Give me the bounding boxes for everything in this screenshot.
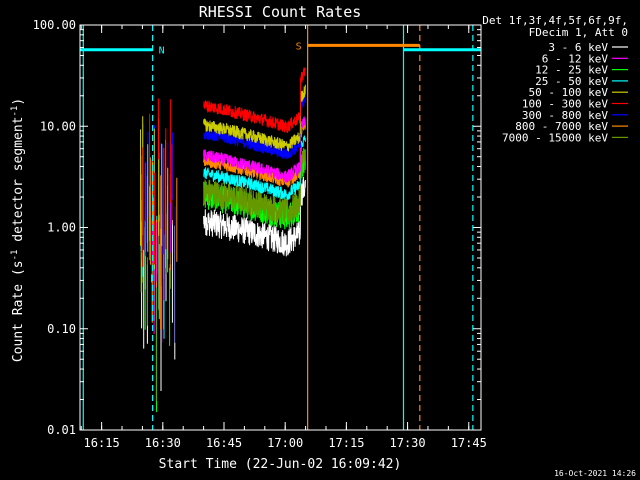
y-tick-label: 100.00 <box>33 18 76 32</box>
axes: 100.00 10.00 1.00 0.10 0.01 16:15 16:30 16:45 17… <box>33 18 487 450</box>
legend-entry-label: 6 - 12 keV <box>542 52 609 65</box>
legend-header-line: FDecim 1, Att 0 <box>529 26 628 39</box>
legend-entry-label: 300 - 800 keV <box>522 109 608 122</box>
series-line-0 <box>203 176 306 257</box>
annotation-label-1: S <box>296 41 302 52</box>
legend-entry-label: 800 - 7000 keV <box>515 120 608 133</box>
legend-header-line: Det 1f,3f,4f,5f,6f,9f, <box>482 14 628 27</box>
x-tick-label: 17:00 <box>267 436 303 450</box>
x-tick-label: 17:45 <box>451 436 487 450</box>
chart-title: RHESSI Count Rates <box>199 3 362 21</box>
series-line-8 <box>203 147 306 225</box>
x-tick-label: 17:30 <box>390 436 426 450</box>
y-axis-label: Count Rate (s-1 detector segment-1) <box>10 98 26 362</box>
legend-entry-label: 12 - 25 keV <box>535 64 608 77</box>
x-tick-label: 16:30 <box>145 436 181 450</box>
annotation-label-0: N <box>159 46 165 57</box>
y-tick-label: 1.00 <box>47 221 76 235</box>
ylabel-superscript: -1 <box>10 106 20 117</box>
legend: Det 1f,3f,4f,5f,6f,9f,FDecim 1, Att 0 3 -… <box>482 14 628 144</box>
legend-entry-label: 7000 - 15000 keV <box>502 131 608 144</box>
y-tick-label: 10.00 <box>40 119 76 133</box>
x-tick-label: 16:15 <box>84 436 120 450</box>
series-line-1 <box>203 116 306 183</box>
series-line-7 <box>203 122 306 188</box>
ylabel-superscript: -1 <box>10 250 20 261</box>
series-spikes-5 <box>142 98 173 267</box>
legend-entry-label: 25 - 50 keV <box>535 75 608 88</box>
legend-entry-label: 50 - 100 keV <box>529 86 609 99</box>
series-line-3 <box>203 135 306 201</box>
series-group <box>140 67 306 413</box>
ylabel-part: ) <box>11 98 26 106</box>
legend-entry-label: 3 - 6 keV <box>548 41 608 54</box>
footer-timestamp: 16-Oct-2021 14:26 <box>554 469 636 478</box>
ylabel-part: detector segment <box>11 117 26 250</box>
y-tick-label: 0.10 <box>47 322 76 336</box>
series-line-5 <box>203 67 306 133</box>
x-tick-label: 16:45 <box>206 436 242 450</box>
x-tick-label: 17:15 <box>328 436 364 450</box>
series-line-6 <box>203 92 306 160</box>
y-tick-label: 0.01 <box>47 423 76 437</box>
legend-entry-label: 100 - 300 keV <box>522 98 608 111</box>
series-line-4 <box>203 84 306 152</box>
x-axis-label: Start Time (22-Jun-02 16:09:42) <box>159 457 402 472</box>
ylabel-part: Count Rate (s <box>11 260 26 362</box>
